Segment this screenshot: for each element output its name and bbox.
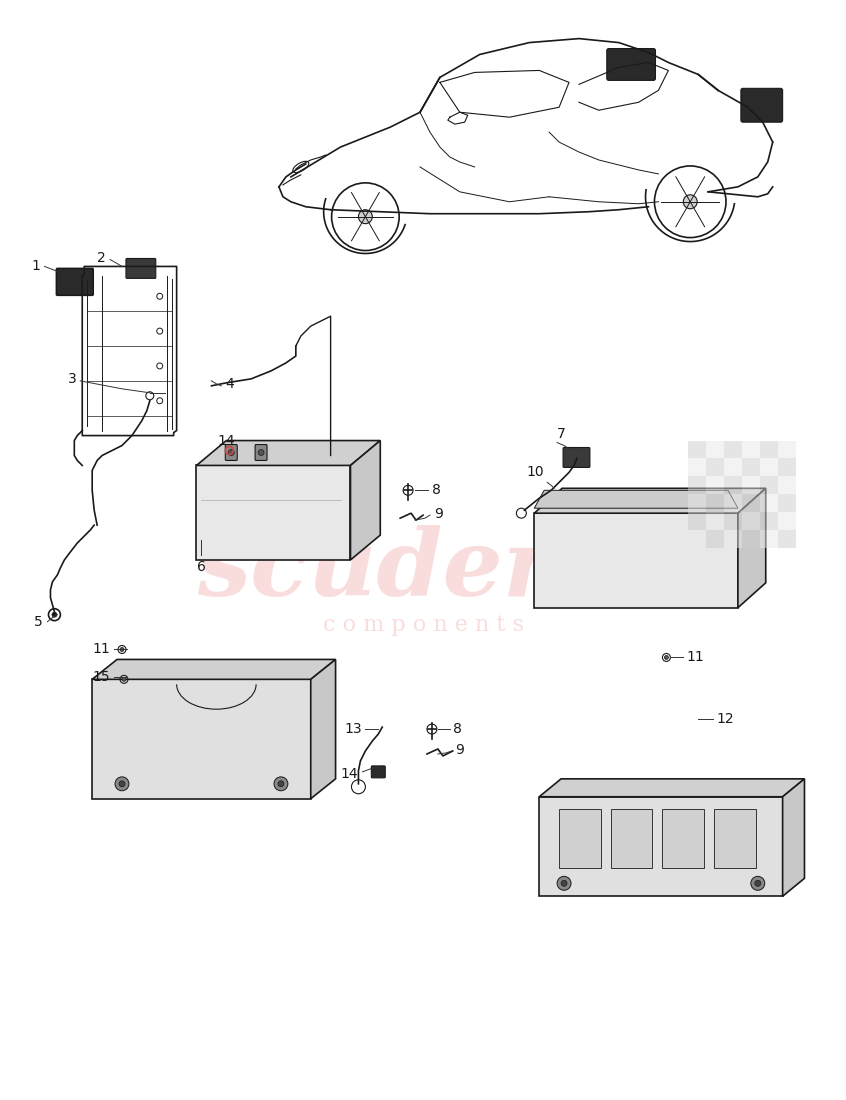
Text: 13: 13 [345, 722, 362, 736]
Text: c o m p o n e n t s: c o m p o n e n t s [322, 614, 524, 636]
Polygon shape [92, 680, 310, 799]
Polygon shape [350, 441, 381, 560]
Bar [706, 441, 724, 459]
Bar [760, 494, 777, 513]
Bar [689, 530, 706, 548]
Circle shape [278, 781, 284, 786]
Text: 15: 15 [92, 670, 110, 684]
Bar [760, 530, 777, 548]
Bar [742, 459, 760, 476]
Text: 14: 14 [341, 767, 359, 781]
Bar [706, 530, 724, 548]
Text: 7: 7 [557, 427, 565, 441]
Bar [706, 476, 724, 494]
Circle shape [119, 781, 125, 786]
Polygon shape [535, 491, 738, 508]
Bar [724, 459, 742, 476]
Text: 14: 14 [217, 433, 235, 448]
Polygon shape [196, 441, 381, 465]
Bar [559, 808, 601, 868]
FancyBboxPatch shape [57, 268, 93, 295]
Bar [724, 513, 742, 530]
Circle shape [274, 777, 288, 791]
Polygon shape [535, 514, 738, 607]
FancyBboxPatch shape [225, 444, 237, 461]
Bar [689, 441, 706, 459]
Bar [777, 459, 795, 476]
Circle shape [561, 880, 567, 887]
Bar [742, 494, 760, 513]
Bar [706, 513, 724, 530]
Bar [777, 476, 795, 494]
Bar [724, 476, 742, 494]
Bar [742, 513, 760, 530]
Text: 9: 9 [434, 507, 442, 521]
Text: 5: 5 [34, 615, 42, 628]
Bar [777, 441, 795, 459]
Circle shape [359, 210, 372, 223]
Bar [662, 808, 704, 868]
Bar [706, 494, 724, 513]
Bar [760, 459, 777, 476]
Bar [706, 459, 724, 476]
Text: 11: 11 [686, 650, 704, 664]
Text: 11: 11 [92, 642, 110, 657]
Bar [760, 441, 777, 459]
Bar [742, 530, 760, 548]
Bar [724, 530, 742, 548]
Text: 3: 3 [68, 372, 76, 386]
Bar [760, 513, 777, 530]
Bar [689, 513, 706, 530]
Polygon shape [535, 488, 766, 514]
Bar [714, 808, 755, 868]
Bar [742, 476, 760, 494]
Text: 12: 12 [716, 712, 733, 726]
Text: 8: 8 [453, 722, 462, 736]
Bar [689, 459, 706, 476]
Polygon shape [539, 796, 783, 896]
Bar [777, 513, 795, 530]
Bar [611, 808, 652, 868]
Bar [724, 494, 742, 513]
Text: 8: 8 [432, 483, 441, 497]
Bar [724, 441, 742, 459]
Bar [760, 476, 777, 494]
FancyBboxPatch shape [563, 448, 590, 468]
Bar [689, 494, 706, 513]
Bar [742, 441, 760, 459]
Circle shape [122, 678, 126, 681]
Circle shape [558, 877, 571, 890]
Circle shape [120, 648, 124, 651]
FancyBboxPatch shape [607, 48, 656, 80]
Text: scuderia: scuderia [196, 525, 650, 615]
Polygon shape [738, 488, 766, 607]
Circle shape [258, 450, 264, 455]
Polygon shape [196, 465, 350, 560]
Circle shape [751, 877, 765, 890]
FancyBboxPatch shape [126, 258, 156, 278]
Text: 9: 9 [455, 742, 464, 757]
Text: 4: 4 [225, 377, 234, 390]
Text: 10: 10 [526, 465, 544, 480]
Circle shape [228, 450, 234, 455]
Bar [777, 494, 795, 513]
Polygon shape [92, 659, 336, 680]
FancyBboxPatch shape [255, 444, 267, 461]
Text: 6: 6 [197, 560, 206, 574]
Text: 1: 1 [31, 260, 41, 274]
FancyBboxPatch shape [371, 766, 385, 778]
FancyBboxPatch shape [741, 88, 783, 122]
Circle shape [52, 613, 57, 617]
Polygon shape [310, 659, 336, 799]
Circle shape [115, 777, 129, 791]
Polygon shape [539, 779, 805, 796]
Circle shape [664, 656, 668, 659]
Bar [777, 530, 795, 548]
Text: 2: 2 [97, 252, 106, 265]
Circle shape [684, 195, 697, 209]
Polygon shape [783, 779, 805, 896]
Circle shape [755, 880, 761, 887]
Bar [689, 476, 706, 494]
